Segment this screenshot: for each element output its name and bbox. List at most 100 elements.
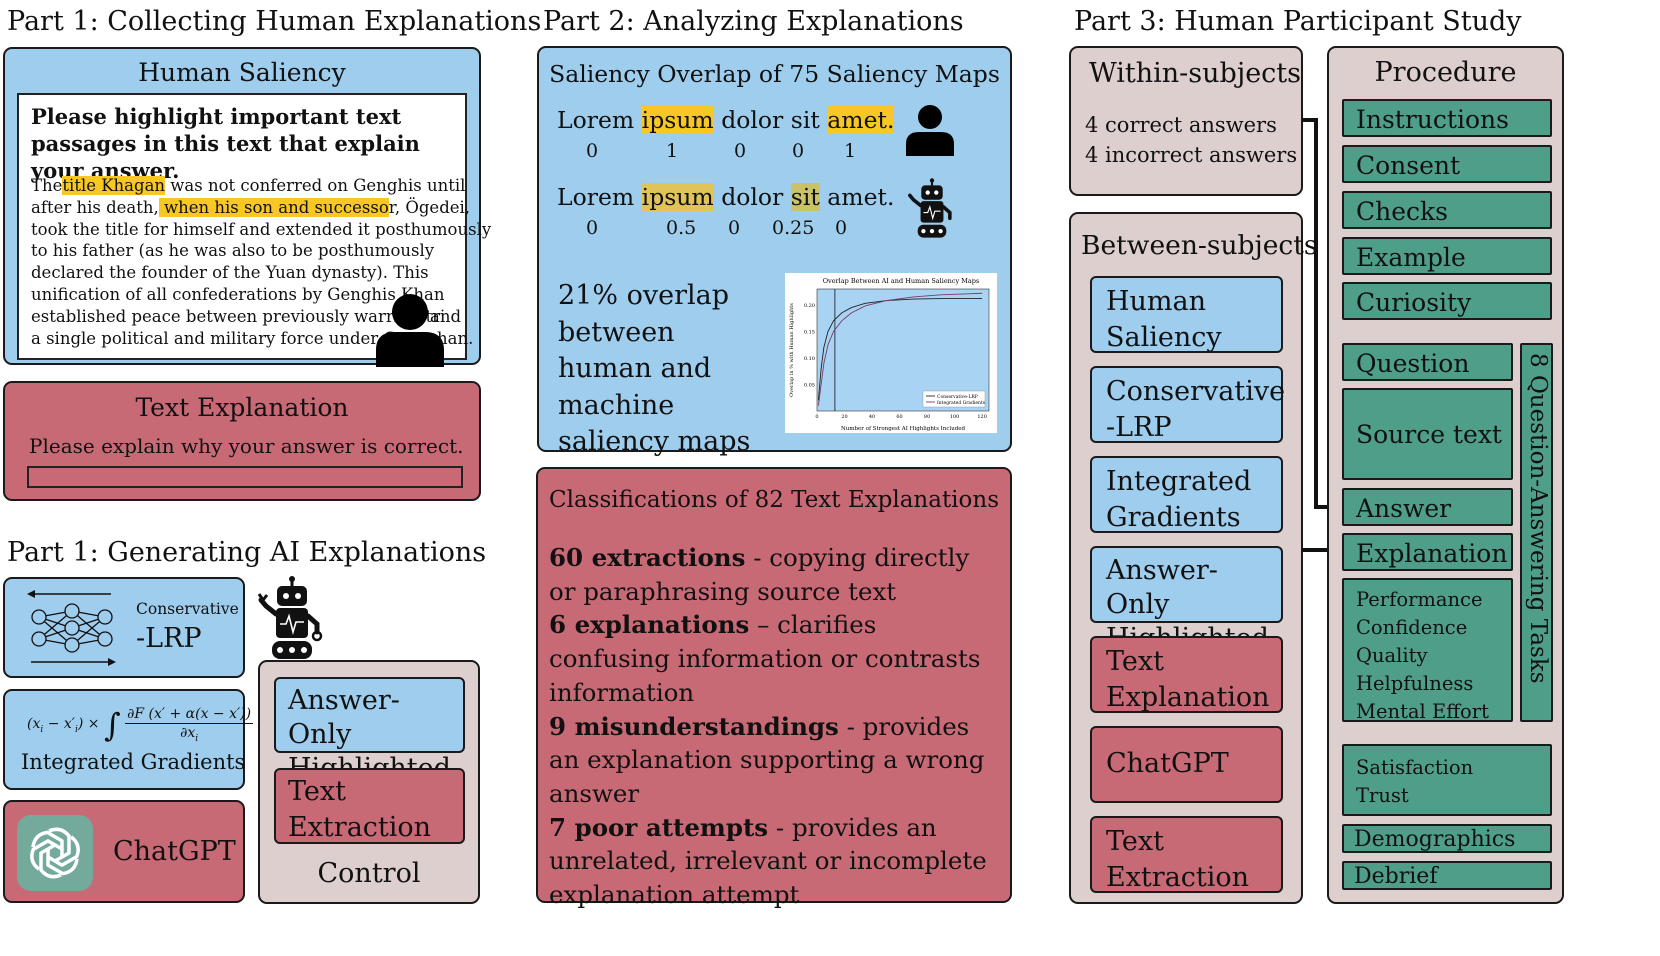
human-saliency-panel: Human Saliency Please highlight importan… [3, 47, 492, 367]
chatgpt-logo-icon [17, 815, 93, 891]
within-line-incorrect: 4 incorrect answers [1085, 143, 1298, 167]
score: 1 [844, 140, 857, 162]
classification-item: 60 extractions - copying directly or par… [549, 543, 970, 606]
score: 0 [792, 140, 805, 162]
x-tick-label: 80 [924, 414, 930, 420]
example-word: Lorem [557, 106, 635, 134]
within-subjects-box: Within-subjects 4 correct answers 4 inco… [1069, 46, 1303, 196]
measure-item: Satisfaction [1356, 756, 1474, 779]
x-tick-label: 120 [977, 414, 987, 420]
ig-formula: (xi − x′i) × ∫ ∂F (x′ + α(x − x′)) ∂xi d [27, 706, 267, 745]
part2-heading: Part 2: Analyzing Explanations [543, 6, 964, 37]
score: 0 [586, 140, 599, 162]
score: 0 [734, 140, 747, 162]
chart-title: Overlap Between AI and Human Saliency Ma… [823, 277, 980, 285]
series-line [817, 298, 983, 401]
example-word: dolor [721, 183, 784, 211]
score: 1 [666, 140, 679, 162]
condition-answer-only: Answer-Only Highlighted [1090, 546, 1283, 654]
legend-entry: Conservative-LRP [937, 394, 978, 400]
example-word: sit [790, 183, 820, 211]
overlap-line-chart: Overlap Between AI and Human Saliency Ma… [785, 273, 997, 433]
chatgpt-method-box: ChatGPT [3, 800, 245, 903]
lrp-label-big: -LRP [136, 623, 202, 654]
score: 0.25 [772, 217, 815, 239]
example-word: sit [790, 106, 820, 134]
example-word: amet. [827, 183, 895, 211]
connector-line [1302, 548, 1342, 552]
condition-human-saliency: Human Saliency [1090, 276, 1283, 353]
step-checks: Checks [1342, 191, 1552, 229]
score: 0.5 [666, 217, 697, 239]
connector-line [1314, 118, 1318, 509]
ig-label: Integrated Gradients [21, 750, 246, 774]
control-group-box: Answer-Only Highlighted Text Extraction … [258, 660, 480, 904]
measure-item: Quality [1356, 644, 1428, 667]
example-word: ipsum [641, 183, 714, 211]
task-step-answer: Answer [1342, 488, 1513, 526]
score: 0 [835, 217, 848, 239]
step-demographics: Demographics [1342, 824, 1552, 853]
between-title: Between-subjects [1081, 230, 1318, 261]
x-tick-label: 60 [896, 414, 902, 420]
classification-item: 9 misunderstandings - provides an explan… [549, 711, 985, 808]
part1-collect-heading: Part 1: Collecting Human Explanations [7, 6, 542, 37]
source-passage: Thetitle Khagan was not conferred on Gen… [31, 176, 492, 348]
classification-item: 7 poor attempts - provides an unrelated,… [549, 812, 987, 910]
example-word: amet. [827, 106, 895, 134]
highlight-prompt: Please highlight important text passages… [31, 104, 420, 183]
human-scores: 0 1 0 0 1 [539, 140, 1014, 164]
score: 0 [728, 217, 741, 239]
overlap-title: Saliency Overlap of 75 Saliency Maps [549, 60, 1000, 88]
procedure-box: Procedure Instructions Consent Checks Ex… [1327, 46, 1564, 904]
robot-icon [908, 178, 952, 238]
condition-conservative-lrp: Conservative -LRP [1090, 366, 1285, 443]
tasks-label: 8 Question-Answering Tasks [1525, 353, 1551, 684]
lrp-label-small: Conservative [136, 600, 239, 618]
x-axis-label: Number of Strongest AI Highlights Includ… [841, 426, 966, 432]
condition-text-extraction: Text Extraction [1090, 816, 1283, 893]
measure-item: Confidence [1356, 616, 1468, 639]
part3-heading: Part 3: Human Participant Study [1074, 6, 1522, 37]
x-tick-label: 20 [841, 414, 847, 420]
part1-generate-heading: Part 1: Generating AI Explanations [7, 537, 487, 568]
task-step-question: Question [1342, 343, 1513, 381]
procedure-title: Procedure [1374, 57, 1517, 88]
human-saliency-title: Human Saliency [138, 58, 346, 87]
task-measures: Performance Confidence Quality Helpfulne… [1342, 578, 1513, 723]
text-extraction-box: Text Extraction [274, 768, 465, 844]
step-consent: Consent [1342, 145, 1552, 183]
neural-network-icon [27, 590, 116, 666]
step-instructions: Instructions [1342, 99, 1552, 137]
control-label: Control [317, 858, 421, 889]
text-explanation-title: Text Explanation [135, 393, 349, 422]
example-word: Lorem [557, 183, 635, 211]
score: 0 [586, 217, 599, 239]
between-subjects-box: Between-subjects Human Saliency Conserva… [1069, 212, 1318, 904]
text-explanation-panel: Text Explanation Please explain why your… [3, 381, 481, 501]
legend-box [922, 390, 986, 408]
connector-line [1302, 118, 1318, 122]
y-tick-label: 0.20 [804, 303, 815, 309]
within-title: Within-subjects [1089, 58, 1302, 89]
highlight-span[interactable]: title Khagan [62, 176, 166, 195]
person-icon [906, 105, 954, 156]
classification-list: 60 extractions - copying directly or par… [549, 541, 999, 912]
y-tick-label: 0.15 [804, 329, 815, 335]
answer-only-highlighted-box: Answer-Only Highlighted [274, 677, 465, 784]
highlight-task-card: Please highlight important text passages… [17, 93, 492, 360]
condition-integrated-gradients: Integrated Gradients [1090, 456, 1283, 533]
measure-item: Mental Effort [1356, 700, 1489, 723]
human-saliency-example: Lorem ipsum dolor sit amet. [557, 106, 895, 134]
highlight-span[interactable]: when his son and successo [158, 197, 389, 217]
person-icon [376, 294, 444, 367]
robot-icon [257, 576, 323, 659]
measure-item: Performance [1356, 588, 1483, 611]
ai-saliency-example: Lorem ipsum dolor sit amet. [557, 183, 894, 211]
explanation-input[interactable] [27, 466, 463, 488]
text-explanation-prompt: Please explain why your answer is correc… [29, 434, 464, 458]
y-axis-label: Overlap in % with Human Highlights [789, 303, 795, 397]
overlap-result-text: 21% overlap between human and machine sa… [558, 280, 751, 457]
classification-title: Classifications of 82 Text Explanations [548, 487, 1000, 513]
post-study-measures: Satisfaction Trust [1342, 744, 1552, 816]
